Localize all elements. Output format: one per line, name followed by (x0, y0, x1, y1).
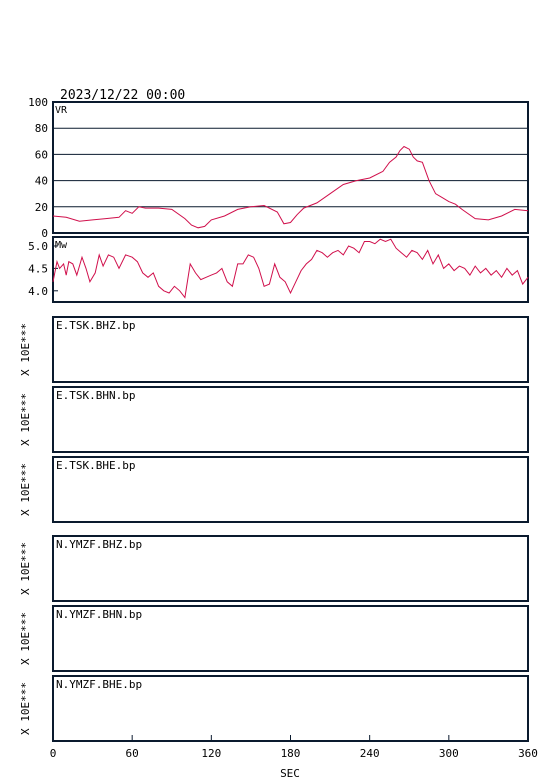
panel-label: Mw (55, 240, 68, 251)
datetime-header: 2023/12/22 00:00 (60, 88, 185, 103)
x-tick-label: 0 (50, 747, 57, 760)
scale-label: X 10E*** (19, 463, 32, 516)
panel-frame (52, 456, 529, 523)
y-tick-label: 20 (35, 201, 48, 214)
vr-panel: 100 80 60 40 20 0 VR (28, 96, 529, 240)
x-tick-label: 120 (201, 747, 221, 760)
x-tick-label: 60 (126, 747, 139, 760)
panel-frame (52, 535, 529, 602)
series-line (52, 238, 529, 299)
y-tick-label: 40 (35, 175, 48, 188)
y-tick-label: 80 (35, 122, 48, 135)
scale-label: X 10E*** (19, 323, 32, 376)
channel-label: E.TSK.BHZ.bp (56, 319, 135, 332)
scale-label: X 10E*** (19, 682, 32, 735)
y-tick-label: 0 (41, 227, 48, 240)
scale-label: X 10E*** (19, 542, 32, 595)
waveform-panel: E.TSK.BHN.bp X 10E*** (19, 386, 529, 453)
x-tick-label: 300 (439, 747, 459, 760)
y-tick-label: 4.0 (28, 285, 48, 298)
panel-frame (52, 316, 529, 383)
x-tick-label: 360 (518, 747, 538, 760)
panel-frame (52, 236, 529, 303)
waveform-panel: N.YMZF.BHZ.bp X 10E*** (19, 535, 529, 602)
scale-label: X 10E*** (19, 393, 32, 446)
x-tick-label: 240 (360, 747, 380, 760)
channel-label: E.TSK.BHE.bp (56, 459, 135, 472)
channel-label: N.YMZF.BHZ.bp (56, 538, 142, 551)
channel-label: E.TSK.BHN.bp (56, 389, 135, 402)
waveform-panel: N.YMZF.BHE.bp X 10E*** (19, 675, 529, 742)
y-tick-label: 100 (28, 96, 48, 109)
waveform-panel: E.TSK.BHE.bp X 10E*** (19, 456, 529, 523)
mw-panel: 5.0 4.5 4.0 Mw (28, 236, 529, 303)
waveform-panel: E.TSK.BHZ.bp X 10E*** (19, 316, 529, 383)
scale-label: X 10E*** (19, 612, 32, 665)
panel-frame (52, 386, 529, 453)
waveform-panel: N.YMZF.BHN.bp X 10E*** (19, 605, 529, 672)
x-axis-label: SEC (280, 767, 300, 780)
y-tick-label: 4.5 (28, 262, 48, 275)
series-line (52, 145, 529, 229)
waveform-panels: E.TSK.BHZ.bp X 10E*** E.TSK.BHN.bp X 10E***… (19, 316, 529, 742)
panel-label: VR (55, 105, 68, 116)
panel-frame (52, 101, 529, 234)
channel-label: N.YMZF.BHE.bp (56, 678, 142, 691)
panel-frame (52, 605, 529, 672)
y-tick-label: 5.0 (28, 240, 48, 253)
y-tick-label: 60 (35, 148, 48, 161)
channel-label: N.YMZF.BHN.bp (56, 608, 142, 621)
x-tick-label: 180 (281, 747, 301, 760)
x-axis: 0 60 120 180 240 300 360 SEC (50, 735, 538, 780)
